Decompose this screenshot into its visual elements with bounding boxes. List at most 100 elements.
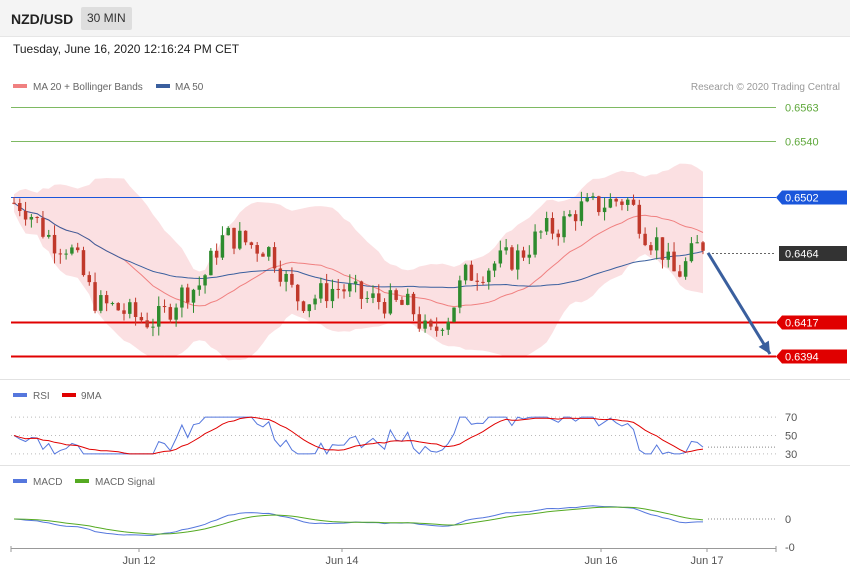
candle xyxy=(429,318,433,331)
candle-body xyxy=(110,303,115,305)
candle xyxy=(504,238,508,255)
candle-body xyxy=(377,293,381,302)
candle xyxy=(388,283,393,316)
macd-panel: 0 -0 xyxy=(13,505,795,554)
candle xyxy=(238,222,242,251)
candle xyxy=(162,299,167,313)
candle xyxy=(47,229,51,239)
level-label: 0.6394 xyxy=(785,352,819,364)
forecast-arrow xyxy=(706,252,772,355)
candle xyxy=(301,300,306,313)
ma50-line xyxy=(13,202,704,289)
chart-header: NZD/USD 30 MIN xyxy=(0,0,850,37)
candle-body xyxy=(220,235,225,258)
x-tick-label: Jun 16 xyxy=(584,555,617,567)
candle xyxy=(365,291,369,303)
x-tick-label: Jun 17 xyxy=(690,555,723,567)
candle-body xyxy=(475,280,479,282)
legend-ma50: MA 50 xyxy=(175,82,204,93)
candle-body xyxy=(261,253,265,257)
candle-body xyxy=(203,275,207,286)
candle xyxy=(643,227,647,247)
legend-ma20: MA 20 + Bollinger Bands xyxy=(33,82,143,93)
candle xyxy=(683,257,688,280)
price-legend: MA 20 + Bollinger Bands MA 50 xyxy=(13,82,204,93)
candle-body xyxy=(128,302,132,314)
candle xyxy=(417,306,422,332)
candle xyxy=(93,272,97,314)
target-label: 0.6563 xyxy=(785,103,819,115)
current-price-tag: 0.6464 xyxy=(779,246,847,261)
candle-body xyxy=(504,247,508,251)
candle xyxy=(342,284,346,299)
candle xyxy=(579,191,584,226)
level-box xyxy=(776,349,847,364)
candle-body xyxy=(226,227,230,236)
candle xyxy=(157,296,161,336)
candle xyxy=(602,197,607,221)
candle xyxy=(272,242,277,273)
candle-body xyxy=(394,290,398,300)
legend-macd-signal: MACD Signal xyxy=(95,477,155,488)
timeframe-button[interactable]: 30 MIN xyxy=(81,7,132,30)
candle-body xyxy=(330,288,335,302)
candle xyxy=(41,211,45,239)
candle xyxy=(394,288,398,303)
candle-body xyxy=(666,251,670,260)
candle-body xyxy=(446,321,450,330)
candle xyxy=(324,273,329,308)
candle-body xyxy=(75,247,80,251)
candle xyxy=(463,263,468,285)
bollinger-bands xyxy=(14,163,703,361)
candle xyxy=(359,280,364,309)
candle xyxy=(185,283,190,309)
legend-swatch-macd xyxy=(13,479,27,483)
candle xyxy=(319,277,323,303)
rsi-panel: 70 50 30 xyxy=(11,412,797,461)
candle-body xyxy=(272,247,277,269)
candle-body xyxy=(255,245,259,254)
candle xyxy=(498,240,503,268)
candle-body xyxy=(307,304,312,312)
candle xyxy=(382,298,387,319)
candle xyxy=(573,210,578,231)
bollinger-band-fill xyxy=(14,163,703,361)
candle-body xyxy=(284,273,288,282)
candle xyxy=(226,226,230,236)
candle-body xyxy=(168,307,173,320)
candle xyxy=(631,194,636,206)
candle-body xyxy=(660,237,665,260)
level-box xyxy=(776,190,847,205)
level-box xyxy=(776,315,847,330)
candle-body xyxy=(81,250,86,276)
macd-tick: -0 xyxy=(785,542,795,554)
macd-signal-line xyxy=(13,506,704,535)
candle xyxy=(255,241,259,262)
candle xyxy=(284,270,288,292)
candle-body xyxy=(353,281,358,284)
candle-body xyxy=(608,198,613,208)
candle-body xyxy=(469,264,474,281)
legend-swatch-macd-signal xyxy=(75,479,89,483)
legend-rsi: RSI xyxy=(33,391,50,402)
candle xyxy=(174,303,178,327)
candle-body xyxy=(521,250,526,258)
candle-body xyxy=(290,273,294,285)
level-labels: 0.6563 0.6540 0.6502 0.6464 0.6417 0.6394 xyxy=(776,103,847,364)
candle-body xyxy=(133,302,138,318)
candle-body xyxy=(573,214,578,222)
candle-body xyxy=(267,247,271,257)
candle xyxy=(654,227,659,260)
candle xyxy=(620,199,624,211)
candle xyxy=(197,276,202,296)
candle-body xyxy=(568,214,572,217)
candle xyxy=(330,279,335,309)
candle-body xyxy=(689,243,694,262)
candle xyxy=(58,248,63,264)
candle-body xyxy=(359,281,364,299)
candle xyxy=(452,307,456,323)
candle-body xyxy=(533,231,537,255)
candle-body xyxy=(278,268,283,282)
candle-body xyxy=(64,253,68,255)
